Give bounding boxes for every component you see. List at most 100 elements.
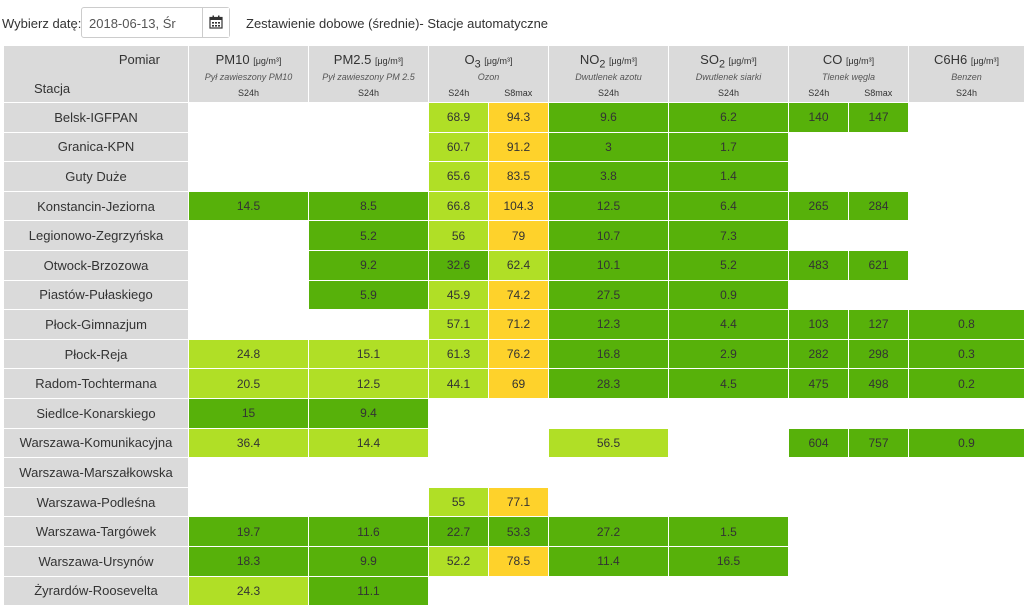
station-name[interactable]: Warszawa-Targówek	[4, 517, 189, 547]
value-cell	[909, 103, 1024, 133]
station-name[interactable]: Granica-KPN	[4, 132, 189, 162]
value-cell: 11.4	[549, 546, 669, 576]
value-cell: 6.2	[669, 103, 789, 133]
value-cell: 483	[789, 250, 849, 280]
subcol-label: S24h	[909, 88, 1024, 98]
header-so2: SO2 [μg/m³] Dwutlenek siarki S24h	[669, 46, 789, 103]
value-cell	[189, 103, 309, 133]
station-name[interactable]: Piastów-Pułaskiego	[4, 280, 189, 310]
value-cell	[489, 576, 549, 606]
value-cell: 24.3	[189, 576, 309, 606]
value-cell: 5.2	[669, 250, 789, 280]
report-title: Zestawienie dobowe (średnie)- Stacje aut…	[246, 16, 548, 31]
value-cell: 62.4	[489, 250, 549, 280]
pollutant-name: SO	[700, 52, 719, 67]
station-name[interactable]: Warszawa-Komunikacyjna	[4, 428, 189, 458]
station-name[interactable]: Płock-Gimnazjum	[4, 310, 189, 340]
value-cell: 0.9	[909, 428, 1024, 458]
pollutant-desc: Benzen	[909, 72, 1024, 82]
value-cell: 28.3	[549, 369, 669, 399]
value-cell: 1.5	[669, 517, 789, 547]
value-cell	[909, 546, 1024, 576]
value-cell	[909, 458, 1024, 488]
value-cell: 55	[429, 487, 489, 517]
pollutant-subscript: 2	[599, 59, 605, 71]
station-name[interactable]: Belsk-IGFPAN	[4, 103, 189, 133]
pollutant-unit: [μg/m³]	[971, 56, 999, 66]
date-label: Wybierz datę:	[2, 16, 81, 31]
corner-header: Pomiar Stacja	[4, 46, 189, 103]
value-cell	[909, 280, 1024, 310]
calendar-icon[interactable]	[209, 15, 223, 29]
value-cell: 265	[789, 191, 849, 221]
value-cell	[189, 458, 309, 488]
value-cell: 284	[849, 191, 909, 221]
date-value[interactable]: 2018-06-13, Śr	[89, 16, 176, 31]
station-name[interactable]: Siedlce-Konarskiego	[4, 398, 189, 428]
value-cell: 9.4	[309, 398, 429, 428]
station-name[interactable]: Warszawa-Marszałkowska	[4, 458, 189, 488]
date-picker-input[interactable]: 2018-06-13, Śr	[81, 7, 230, 38]
pollutant-subscript: 3	[475, 59, 481, 71]
station-name[interactable]: Radom-Tochtermana	[4, 369, 189, 399]
value-cell	[789, 398, 849, 428]
value-cell: 621	[849, 250, 909, 280]
value-cell: 9.9	[309, 546, 429, 576]
value-cell: 147	[849, 103, 909, 133]
value-cell	[849, 576, 909, 606]
value-cell: 282	[789, 339, 849, 369]
value-cell	[789, 487, 849, 517]
value-cell	[789, 132, 849, 162]
value-cell: 0.2	[909, 369, 1024, 399]
station-name[interactable]: Warszawa-Podleśna	[4, 487, 189, 517]
value-cell	[909, 398, 1024, 428]
value-cell	[309, 487, 429, 517]
value-cell: 20.5	[189, 369, 309, 399]
value-cell	[669, 458, 789, 488]
value-cell	[309, 310, 429, 340]
value-cell	[549, 487, 669, 517]
value-cell: 52.2	[429, 546, 489, 576]
calendar-button[interactable]	[202, 8, 229, 37]
value-cell: 57.1	[429, 310, 489, 340]
value-cell	[429, 398, 489, 428]
value-cell	[909, 191, 1024, 221]
value-cell: 36.4	[189, 428, 309, 458]
pollutant-subscript: 2	[719, 59, 725, 71]
station-name[interactable]: Konstancin-Jeziorna	[4, 191, 189, 221]
pollutant-name: C6H6	[934, 52, 967, 67]
value-cell	[189, 310, 309, 340]
value-cell: 12.5	[309, 369, 429, 399]
value-cell: 60.7	[429, 132, 489, 162]
value-cell: 27.5	[549, 280, 669, 310]
value-cell	[189, 280, 309, 310]
station-name[interactable]: Guty Duże	[4, 162, 189, 192]
value-cell	[909, 250, 1024, 280]
pollutant-name: NO	[580, 52, 600, 67]
station-name[interactable]: Warszawa-Ursynów	[4, 546, 189, 576]
station-name[interactable]: Żyrardów-Roosevelta	[4, 576, 189, 606]
station-name[interactable]: Otwock-Brzozowa	[4, 250, 189, 280]
value-cell: 475	[789, 369, 849, 399]
value-cell: 604	[789, 428, 849, 458]
value-cell	[849, 487, 909, 517]
pollutant-name: O	[465, 52, 475, 67]
value-cell: 16.8	[549, 339, 669, 369]
station-name[interactable]: Płock-Reja	[4, 339, 189, 369]
value-cell: 140	[789, 103, 849, 133]
value-cell: 16.5	[669, 546, 789, 576]
station-name[interactable]: Legionowo-Zegrzyńska	[4, 221, 189, 251]
pollutant-unit: [μg/m³]	[846, 56, 874, 66]
value-cell: 757	[849, 428, 909, 458]
